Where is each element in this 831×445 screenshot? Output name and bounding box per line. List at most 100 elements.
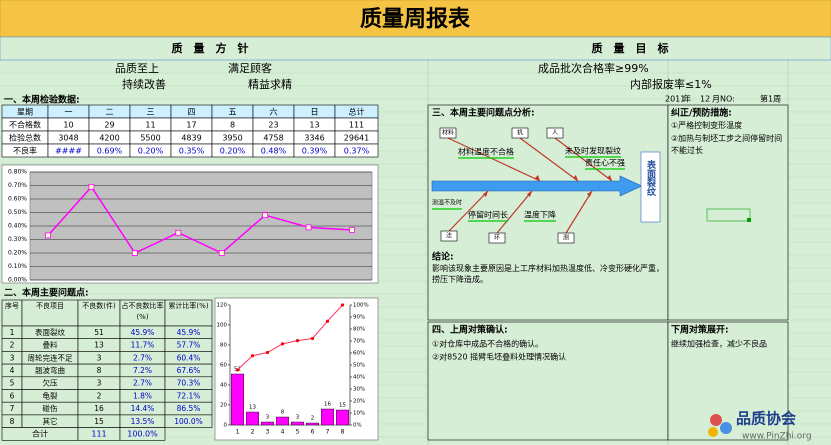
cell-text: 13.5% bbox=[131, 417, 155, 426]
bar-label: 3 bbox=[296, 415, 300, 421]
cell-text: 3 bbox=[97, 379, 102, 388]
selected-cell bbox=[706, 208, 751, 222]
category-label: 人 bbox=[552, 130, 558, 137]
rate-point bbox=[262, 212, 269, 219]
cell-text: 一 bbox=[65, 108, 73, 117]
policy-item: 满足顾客 bbox=[228, 61, 272, 75]
rate-point bbox=[305, 224, 312, 231]
cause-label: 测温不及时 bbox=[432, 199, 462, 207]
category-box bbox=[440, 230, 458, 242]
cell-text: 欠压 bbox=[43, 378, 58, 388]
date-field: 月NO: bbox=[712, 95, 735, 104]
cell-text: 0.20% bbox=[138, 147, 164, 156]
y2-tick-label: 20% bbox=[353, 399, 365, 405]
bar bbox=[230, 373, 244, 426]
y-tick-label: 100 bbox=[217, 323, 228, 329]
cell-text: 0.20% bbox=[220, 147, 246, 156]
table-header-text: 占不良数比率(%) bbox=[121, 302, 164, 321]
policy-item: 精益求精 bbox=[248, 77, 292, 91]
table-header-cell bbox=[77, 299, 121, 327]
cell-text: 11.7% bbox=[131, 341, 155, 350]
cell-text: 合计 bbox=[32, 428, 48, 438]
category-label: 法 bbox=[446, 232, 452, 240]
cell-text: 14.4% bbox=[131, 404, 155, 413]
cause-label: 未及时发现裂纹 bbox=[565, 146, 621, 156]
rate-point bbox=[88, 183, 95, 190]
cell-text: 0.69% bbox=[97, 147, 123, 156]
y2-tick-label: 60% bbox=[353, 351, 365, 357]
bar-label: 15 bbox=[339, 403, 346, 409]
logo-dot bbox=[708, 427, 718, 437]
cell-text: 7 bbox=[10, 404, 15, 413]
effect-box bbox=[640, 151, 661, 223]
table-header-cell bbox=[21, 299, 79, 327]
cell-text: 0.48% bbox=[261, 147, 287, 156]
cell-text: 29 bbox=[104, 121, 114, 130]
rate-point bbox=[175, 229, 182, 236]
fill-handle bbox=[747, 218, 751, 222]
cumulative-line bbox=[237, 304, 343, 371]
conclusion-text: 影响该现象主要原因是上工序材料加热温度低、冷变形硬化严重，捞压下降造成。 bbox=[432, 264, 664, 284]
cell-text: 叠料 bbox=[43, 340, 58, 350]
cell-text: 3346 bbox=[304, 134, 324, 143]
cell-text: 100.0% bbox=[127, 429, 158, 438]
y2-tick-label: 30% bbox=[353, 387, 365, 393]
cell-text: 6 bbox=[10, 391, 15, 400]
bar bbox=[321, 408, 335, 426]
y2-tick-label: 80% bbox=[353, 327, 365, 333]
watermark-url: www.PinZhi.org bbox=[742, 432, 812, 442]
cell-text: 23 bbox=[268, 121, 278, 130]
watermark-name: 品质协会 bbox=[736, 410, 796, 428]
cell-text: 70.3% bbox=[177, 379, 201, 388]
cell-text: 1.8% bbox=[133, 391, 152, 400]
y-tick-label: 0.30% bbox=[8, 236, 27, 243]
y-tick-label: 0.50% bbox=[8, 209, 27, 216]
cell-text: 29641 bbox=[344, 134, 369, 143]
section-heading: 三、本周主要问题点分析: bbox=[432, 107, 535, 119]
category-box bbox=[511, 127, 529, 139]
corrective-item: ①严格控制变形温度 bbox=[671, 121, 743, 130]
conclusion-label: 结论: bbox=[432, 251, 454, 263]
y-tick-label: 80 bbox=[220, 343, 227, 349]
cell-text: 检验总数 bbox=[9, 133, 41, 143]
cell-text: 4758 bbox=[263, 134, 283, 143]
rate-point bbox=[131, 250, 138, 256]
heading-row bbox=[0, 36, 831, 61]
table-header-cell bbox=[119, 299, 166, 327]
fishbone-bone bbox=[519, 137, 579, 182]
y-tick-label: 120 bbox=[217, 303, 228, 309]
category-box bbox=[439, 127, 457, 139]
fishbone-bone bbox=[447, 137, 541, 182]
cell-text: 2 bbox=[97, 391, 102, 400]
last-week-item: ②对8520 摇臂毛坯叠料处理情况确认 bbox=[432, 352, 566, 362]
category-box bbox=[546, 127, 564, 139]
goals-heading: 质 量 目 标 bbox=[592, 41, 669, 55]
bar bbox=[336, 409, 350, 426]
cell-text: 3 bbox=[10, 353, 15, 362]
next-week-heading: 下周对策展开: bbox=[671, 324, 729, 336]
rate-point bbox=[218, 250, 225, 256]
bar-label: 16 bbox=[324, 402, 331, 408]
date-field: 年 bbox=[683, 94, 691, 104]
cumulative-point bbox=[295, 339, 300, 343]
category-box bbox=[488, 232, 506, 244]
cell-text: 三 bbox=[147, 108, 155, 117]
x-tick-label: 5 bbox=[296, 429, 300, 436]
y2-tick-label: 10% bbox=[353, 411, 365, 417]
y2-tick-label: 50% bbox=[353, 363, 365, 369]
cell-text: 13 bbox=[94, 341, 104, 350]
cell-text: 2.7% bbox=[133, 379, 152, 388]
bone-arrowhead bbox=[483, 191, 488, 197]
cell-text: 5500 bbox=[140, 134, 160, 143]
title-bar bbox=[0, 0, 831, 38]
cell-text: 0.37% bbox=[344, 147, 370, 156]
bar-label: 8 bbox=[281, 410, 285, 416]
rate-line bbox=[47, 185, 353, 254]
policy-item: 持续改善 bbox=[122, 77, 166, 91]
y2-tick-label: 90% bbox=[353, 315, 365, 321]
cell-text: 45.9% bbox=[177, 328, 201, 337]
bar bbox=[306, 422, 320, 426]
bar bbox=[276, 416, 290, 426]
category-label: 环 bbox=[494, 235, 500, 242]
